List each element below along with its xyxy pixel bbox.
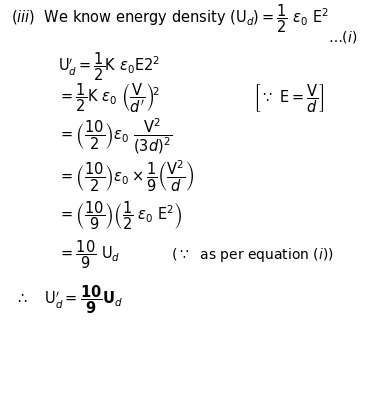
Text: $\ldots(i)$: $\ldots(i)$ bbox=[328, 29, 357, 45]
Text: $(\because\ $ as per equation $(i))$: $(\because\ $ as per equation $(i))$ bbox=[171, 245, 334, 263]
Text: $(iii)$  We know energy density $(\mathrm{U}_d) = \dfrac{1}{2}\ \epsilon_0\ \mat: $(iii)$ We know energy density $(\mathrm… bbox=[11, 2, 329, 35]
Text: $\mathrm{U}_d' = \dfrac{1}{2}\mathrm{K}\ \epsilon_0\mathrm{E2}^2$: $\mathrm{U}_d' = \dfrac{1}{2}\mathrm{K}\… bbox=[58, 50, 160, 82]
Text: $= \dfrac{1}{2}\mathrm{K}\ \epsilon_0\ \left(\dfrac{\mathrm{V}}{d'}\right)^{\!2}: $= \dfrac{1}{2}\mathrm{K}\ \epsilon_0\ \… bbox=[58, 82, 160, 115]
Text: $= \left(\dfrac{10}{9}\right)\left(\dfrac{1}{2}\ \epsilon_0\ \mathrm{E}^2\right): $= \left(\dfrac{10}{9}\right)\left(\dfra… bbox=[58, 199, 182, 232]
Text: $= \dfrac{10}{9}\ \mathrm{U}_d$: $= \dfrac{10}{9}\ \mathrm{U}_d$ bbox=[58, 238, 120, 270]
Text: $\therefore \quad \mathrm{U}_d' = \dfrac{\mathbf{10}}{\mathbf{9}}\mathbf{U}_d$: $\therefore \quad \mathrm{U}_d' = \dfrac… bbox=[15, 283, 123, 316]
Text: $\left[\because\ \mathrm{E} = \dfrac{\mathrm{V}}{d}\right]$: $\left[\because\ \mathrm{E} = \dfrac{\ma… bbox=[253, 82, 324, 114]
Text: $= \left(\dfrac{10}{2}\right)\epsilon_0\ \dfrac{\mathrm{V}^2}{(3d)^2}$: $= \left(\dfrac{10}{2}\right)\epsilon_0\… bbox=[58, 116, 172, 155]
Text: $= \left(\dfrac{10}{2}\right)\epsilon_0 \times \dfrac{1}{9}\left(\dfrac{\mathrm{: $= \left(\dfrac{10}{2}\right)\epsilon_0 … bbox=[58, 158, 194, 193]
